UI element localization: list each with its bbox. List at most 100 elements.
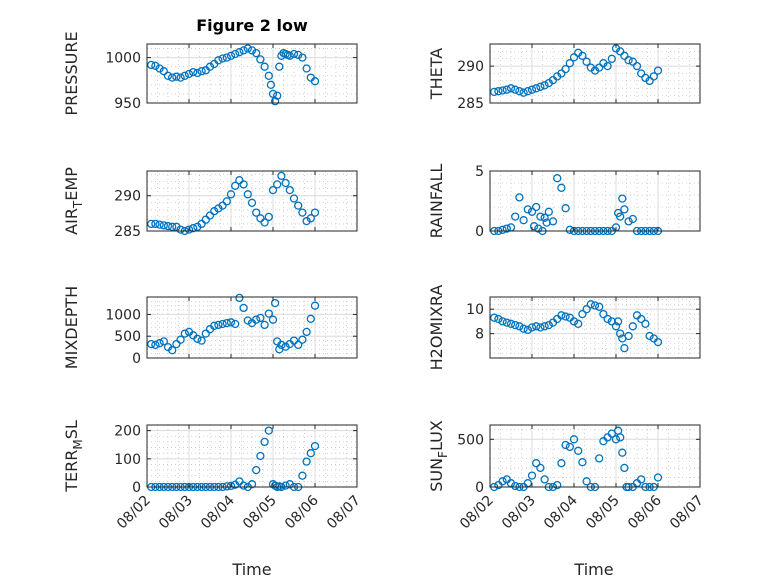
data-point [302, 327, 311, 337]
data-point [281, 481, 290, 490]
data-point [302, 64, 311, 73]
y-tick-label: 5 [475, 164, 484, 180]
data-point [172, 222, 181, 231]
data-point [595, 454, 604, 463]
data-point [294, 50, 303, 60]
data-point [302, 457, 311, 466]
x-tick-label: 08/06 [625, 492, 665, 532]
data-point [607, 54, 616, 63]
data-point [197, 67, 206, 76]
data-point [590, 301, 600, 310]
data-point [616, 329, 625, 338]
data-point [147, 60, 156, 70]
data-point [498, 477, 507, 486]
data-point [256, 313, 265, 323]
data-point [235, 176, 244, 185]
axes-background [147, 171, 357, 231]
y-tick-label: 500 [457, 432, 484, 448]
data-point [310, 208, 320, 217]
data-point [239, 303, 248, 313]
data-point [534, 224, 543, 233]
data-point [210, 321, 219, 330]
data-point [649, 72, 658, 81]
x-tick-label: 08/05 [240, 493, 280, 533]
data-point [205, 62, 215, 71]
data-point [231, 49, 240, 59]
data-point [595, 63, 604, 72]
data-point [532, 84, 541, 93]
data-point [523, 87, 532, 96]
data-point [616, 433, 625, 442]
data-point [210, 207, 219, 216]
y-tick-label: 0 [475, 480, 484, 496]
data-point [218, 201, 227, 210]
figure-title: Figure 2 low [196, 16, 308, 35]
data-point [260, 62, 269, 71]
x-tick-label: 08/04 [198, 492, 238, 532]
y-tick-label: 950 [114, 96, 141, 112]
data-point [628, 322, 637, 331]
data-point [235, 48, 244, 57]
data-point [256, 214, 265, 223]
data-point [536, 82, 545, 91]
series-h2omixra [490, 300, 663, 353]
data-point [176, 335, 185, 344]
y-axis-title: TERRMSL [62, 420, 85, 493]
axes-box [146, 296, 358, 359]
panel-rainfall: 0 5 RAINFALL [427, 164, 701, 240]
data-point [260, 218, 269, 227]
data-point [264, 426, 273, 435]
data-point [490, 87, 499, 97]
data-point [193, 334, 202, 343]
data-point [553, 480, 562, 490]
data-point [582, 477, 591, 486]
data-point [527, 323, 537, 332]
data-point [270, 298, 280, 308]
data-point [252, 315, 261, 324]
data-point [302, 216, 311, 226]
data-point [298, 335, 307, 344]
x-tick-label: 08/06 [282, 492, 322, 532]
data-point [582, 57, 591, 66]
data-point [632, 61, 642, 71]
data-point [218, 319, 227, 329]
data-point [603, 314, 612, 324]
axes-background [490, 171, 700, 231]
y-axis-title: THETA [427, 48, 446, 100]
data-point [180, 329, 189, 338]
data-point [218, 54, 227, 63]
data-point [239, 46, 248, 55]
data-point [147, 219, 156, 229]
data-point [620, 344, 629, 353]
data-point [277, 340, 286, 350]
data-point [231, 319, 240, 329]
data-point [544, 320, 553, 330]
data-point [645, 76, 654, 86]
y-tick-label: 8 [475, 327, 484, 343]
data-point [527, 471, 537, 480]
data-point [498, 317, 507, 326]
data-point [222, 53, 231, 62]
data-point [172, 339, 181, 349]
data-point [557, 459, 566, 468]
data-point [532, 202, 541, 212]
data-point [536, 323, 545, 332]
data-point [624, 217, 633, 226]
data-point [641, 319, 650, 328]
data-point [281, 342, 290, 351]
axes-background [490, 425, 700, 487]
data-point [294, 340, 303, 350]
data-point [620, 51, 629, 60]
data-point [205, 211, 215, 220]
y-axis-title: PRESSURE [62, 31, 81, 115]
data-point [578, 458, 587, 467]
data-point [197, 336, 206, 345]
data-point [578, 51, 587, 60]
x-tick-label: 08/05 [583, 493, 623, 533]
data-point [532, 322, 541, 331]
data-point [561, 312, 570, 321]
data-point [184, 69, 194, 79]
x-tick-label: 08/02 [457, 493, 497, 533]
data-point [155, 220, 164, 229]
